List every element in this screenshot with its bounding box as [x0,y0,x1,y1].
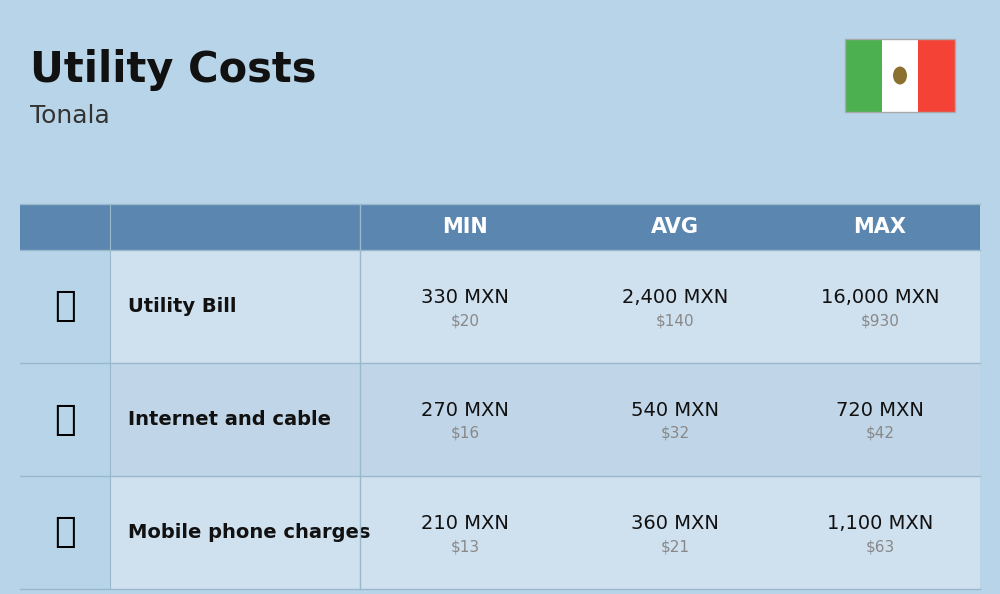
Text: Tonala: Tonala [30,104,110,128]
Text: $21: $21 [660,539,690,554]
Bar [20,363,110,476]
Text: 210 MXN: 210 MXN [421,514,509,533]
Text: MIN: MIN [442,217,488,237]
Text: 720 MXN: 720 MXN [836,401,924,420]
Text: 2,400 MXN: 2,400 MXN [622,288,728,307]
Bar [918,39,955,112]
Text: 270 MXN: 270 MXN [421,401,509,420]
Text: $63: $63 [865,539,895,554]
Bar [845,39,955,112]
Bar [20,250,110,363]
Text: 📡: 📡 [54,403,76,437]
Text: 🔧: 🔧 [54,289,76,324]
Text: 1,100 MXN: 1,100 MXN [827,514,933,533]
Bar [882,39,918,112]
Text: Utility Bill: Utility Bill [128,297,237,316]
Text: 330 MXN: 330 MXN [421,288,509,307]
Text: 16,000 MXN: 16,000 MXN [821,288,939,307]
Bar [20,363,980,476]
Text: AVG: AVG [651,217,699,237]
Bar [845,39,882,112]
Text: Mobile phone charges: Mobile phone charges [128,523,370,542]
Bar [20,476,980,589]
Text: MAX: MAX [854,217,906,237]
Bar [20,204,980,250]
Text: $140: $140 [656,313,694,328]
Text: $13: $13 [450,539,480,554]
Text: 360 MXN: 360 MXN [631,514,719,533]
Text: $32: $32 [660,426,690,441]
Text: 📱: 📱 [54,516,76,549]
Text: $20: $20 [450,313,480,328]
Text: $930: $930 [861,313,899,328]
Ellipse shape [893,67,907,84]
Text: $42: $42 [866,426,895,441]
Text: 540 MXN: 540 MXN [631,401,719,420]
Bar [20,250,980,363]
Text: Utility Costs: Utility Costs [30,49,316,91]
Bar [20,476,110,589]
Text: Internet and cable: Internet and cable [128,410,331,429]
Text: $16: $16 [450,426,480,441]
